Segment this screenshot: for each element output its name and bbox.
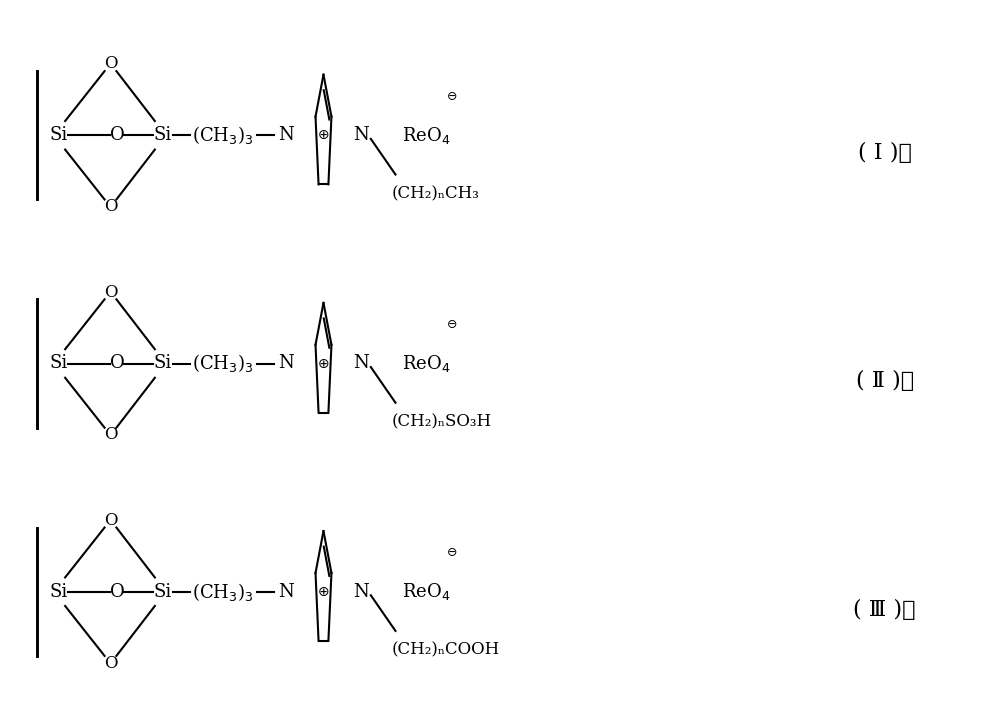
- Text: (CH₂)ₙSO₃H: (CH₂)ₙSO₃H: [392, 414, 492, 430]
- Text: Si: Si: [49, 583, 67, 601]
- Text: $\oplus$: $\oplus$: [317, 585, 330, 599]
- Text: (CH$_3$)$_3$: (CH$_3$)$_3$: [192, 124, 254, 146]
- Text: N: N: [278, 583, 294, 601]
- Text: N: N: [353, 355, 369, 372]
- Text: Si: Si: [154, 126, 172, 144]
- Text: (CH$_3$)$_3$: (CH$_3$)$_3$: [192, 581, 254, 603]
- Text: $\ominus$: $\ominus$: [446, 546, 457, 559]
- Text: $\ominus$: $\ominus$: [446, 89, 457, 103]
- Text: N: N: [278, 355, 294, 372]
- Text: Si: Si: [154, 583, 172, 601]
- Text: O: O: [104, 426, 117, 443]
- Text: $\ominus$: $\ominus$: [446, 318, 457, 331]
- Text: O: O: [110, 355, 125, 372]
- Text: (CH₂)ₙCOOH: (CH₂)ₙCOOH: [392, 642, 500, 659]
- Text: O: O: [104, 55, 117, 73]
- Text: (CH$_3$)$_3$: (CH$_3$)$_3$: [192, 353, 254, 374]
- Text: O: O: [104, 654, 117, 672]
- Text: ReO$_4$: ReO$_4$: [402, 353, 451, 374]
- Text: Si: Si: [49, 126, 67, 144]
- Text: N: N: [278, 126, 294, 144]
- Text: Si: Si: [154, 355, 172, 372]
- Text: O: O: [104, 198, 117, 215]
- Text: N: N: [353, 126, 369, 144]
- Text: ReO$_4$: ReO$_4$: [402, 581, 451, 602]
- Text: (CH₂)ₙCH₃: (CH₂)ₙCH₃: [392, 185, 479, 202]
- Text: Si: Si: [49, 355, 67, 372]
- Text: ( Ⅰ )，: ( Ⅰ )，: [858, 142, 912, 164]
- Text: O: O: [110, 126, 125, 144]
- Text: N: N: [353, 583, 369, 601]
- Text: O: O: [104, 512, 117, 529]
- Text: $\oplus$: $\oplus$: [317, 356, 330, 371]
- Text: ( Ⅱ )，: ( Ⅱ )，: [856, 370, 914, 393]
- Text: ( Ⅲ )，: ( Ⅲ )，: [853, 598, 916, 621]
- Text: O: O: [104, 284, 117, 301]
- Text: ReO$_4$: ReO$_4$: [402, 125, 451, 146]
- Text: $\oplus$: $\oplus$: [317, 128, 330, 142]
- Text: O: O: [110, 583, 125, 601]
